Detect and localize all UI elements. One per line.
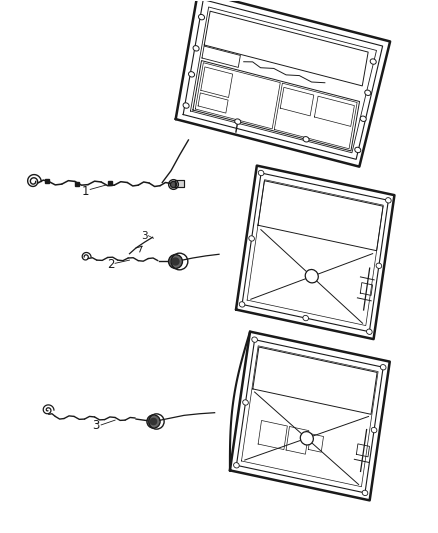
Ellipse shape [235,119,241,124]
Ellipse shape [193,46,199,51]
Text: 3: 3 [92,419,99,432]
Ellipse shape [258,171,264,176]
Ellipse shape [355,147,361,152]
Polygon shape [175,180,184,187]
Ellipse shape [252,337,258,342]
Ellipse shape [303,316,308,321]
Ellipse shape [367,329,372,334]
Ellipse shape [300,432,313,445]
Ellipse shape [303,136,309,142]
Ellipse shape [385,198,391,203]
Ellipse shape [370,59,376,64]
Ellipse shape [371,427,377,433]
Ellipse shape [188,71,194,77]
Ellipse shape [249,236,254,241]
Ellipse shape [198,14,205,20]
Ellipse shape [365,90,371,95]
Ellipse shape [305,270,318,283]
Text: 3: 3 [141,231,148,241]
Ellipse shape [360,116,366,122]
Ellipse shape [243,400,248,405]
Ellipse shape [362,490,368,496]
Ellipse shape [380,365,386,370]
Text: 1: 1 [82,184,90,198]
Ellipse shape [376,263,381,269]
Ellipse shape [239,302,245,307]
Ellipse shape [183,103,189,108]
Text: 2: 2 [107,259,114,271]
Ellipse shape [233,463,239,468]
